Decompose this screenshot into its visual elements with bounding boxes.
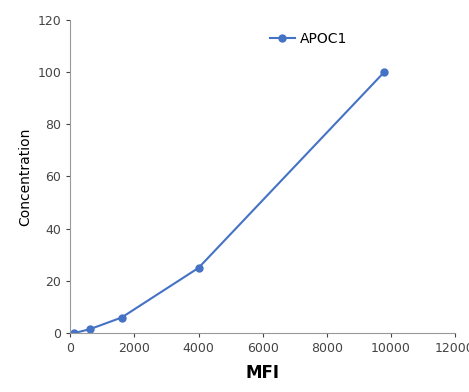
- Legend: APOC1: APOC1: [264, 27, 353, 52]
- Y-axis label: Concentration: Concentration: [18, 127, 32, 225]
- APOC1: [382, 69, 387, 74]
- APOC1: [87, 327, 92, 332]
- X-axis label: MFI: MFI: [246, 363, 280, 381]
- APOC1: [196, 265, 201, 270]
- APOC1: [71, 331, 76, 336]
- APOC1: [119, 315, 124, 320]
- Line: APOC1: APOC1: [70, 68, 388, 337]
